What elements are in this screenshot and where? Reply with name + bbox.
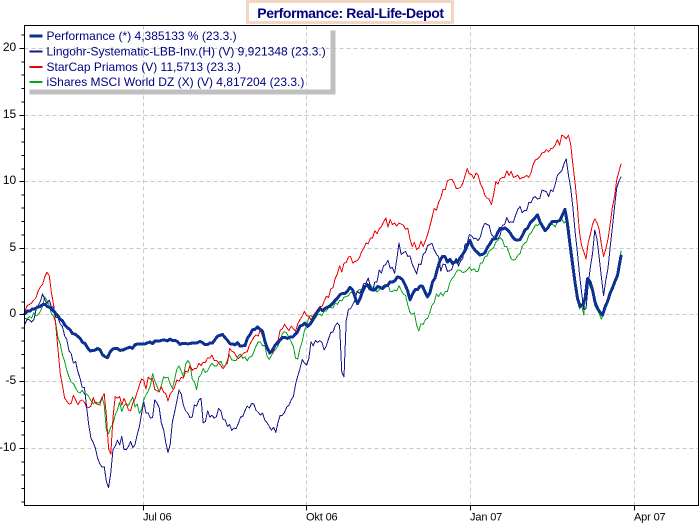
svg-text:Performance: Real-Life-Depot: Performance: Real-Life-Depot bbox=[257, 5, 444, 21]
svg-text:15: 15 bbox=[3, 107, 17, 121]
svg-text:10: 10 bbox=[3, 173, 17, 187]
svg-text:-5: -5 bbox=[6, 373, 17, 387]
svg-text:Apr 07: Apr 07 bbox=[634, 512, 666, 524]
svg-text:0: 0 bbox=[10, 306, 17, 320]
svg-text:-10: -10 bbox=[0, 440, 17, 454]
svg-text:Performance (*) 4,385133 % (23: Performance (*) 4,385133 % (23.3.) bbox=[47, 29, 237, 43]
svg-text:iShares MSCI World DZ (X) (V): iShares MSCI World DZ (X) (V) 4,817204 (… bbox=[47, 75, 305, 89]
svg-text:Okt 06: Okt 06 bbox=[306, 512, 338, 524]
svg-text:StarCap Priamos (V) 11,5713 (2: StarCap Priamos (V) 11,5713 (23.3.) bbox=[47, 60, 242, 74]
svg-text:Lingohr-Systematic-LBB-Inv.(H): Lingohr-Systematic-LBB-Inv.(H) (V) 9,921… bbox=[47, 45, 326, 59]
svg-text:Jul 06: Jul 06 bbox=[143, 512, 171, 524]
svg-text:20: 20 bbox=[3, 40, 17, 54]
svg-text:Jan 07: Jan 07 bbox=[470, 512, 502, 524]
svg-text:5: 5 bbox=[10, 240, 17, 254]
